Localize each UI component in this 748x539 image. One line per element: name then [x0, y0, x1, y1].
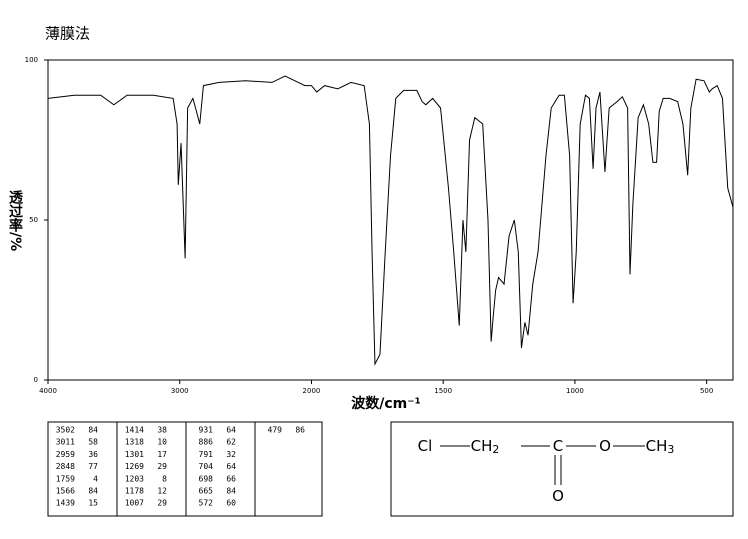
- y-tick-label: 50: [29, 216, 38, 224]
- bonds: [440, 445, 645, 485]
- peak-wavenumber: 704: [199, 462, 214, 471]
- peak-wavenumber: 1301: [125, 450, 144, 459]
- chart-title: 薄膜法: [45, 25, 90, 43]
- spectrum-line: [47, 75, 734, 366]
- atom-symbol: Cl: [418, 437, 433, 455]
- peak-wavenumber: 2848: [56, 462, 75, 471]
- peak-wavenumber: 665: [199, 487, 214, 496]
- peak-table-box: [47, 421, 323, 517]
- peak-transmittance: 4: [93, 474, 98, 483]
- peak-wavenumber: 1439: [56, 499, 75, 508]
- y-tick-label: 100: [25, 56, 38, 64]
- atom-label: CH2: [471, 437, 500, 457]
- x-tick-label: 500: [700, 387, 713, 395]
- peak-wavenumber: 698: [199, 474, 214, 483]
- atom-symbol: O: [599, 437, 611, 455]
- peak-transmittance: 86: [295, 426, 305, 435]
- atom-symbol: CH: [471, 437, 493, 455]
- atom-label: CH3: [646, 437, 675, 457]
- y-tick-label: 0: [34, 376, 38, 384]
- peak-wavenumber: 3011: [56, 438, 75, 447]
- peak-transmittance: 29: [157, 462, 167, 471]
- atom-label: O: [552, 487, 564, 505]
- peak-transmittance: 29: [157, 499, 167, 508]
- atom-symbol: O: [552, 487, 564, 505]
- x-tick-label: 3000: [171, 387, 189, 395]
- peak-wavenumber: 1318: [125, 438, 144, 447]
- peak-wavenumber: 1269: [125, 462, 144, 471]
- peak-transmittance: 58: [88, 438, 98, 447]
- peak-wavenumber: 1203: [125, 474, 144, 483]
- peak-wavenumber: 1178: [125, 487, 144, 496]
- atom-subscript: 2: [492, 443, 499, 456]
- peak-transmittance: 32: [226, 450, 236, 459]
- atom-label: O: [599, 437, 611, 455]
- plot-frame: [47, 59, 734, 381]
- peak-wavenumber: 572: [199, 499, 214, 508]
- x-tick-label: 1000: [566, 387, 584, 395]
- peak-wavenumber: 791: [199, 450, 214, 459]
- peak-transmittance: 62: [226, 438, 236, 447]
- peak-transmittance: 10: [157, 438, 167, 447]
- atom-label: Cl: [418, 437, 433, 455]
- y-axis-label: 透过率/%: [7, 190, 23, 251]
- peak-transmittance: 15: [88, 499, 98, 508]
- peak-transmittance: 84: [88, 426, 98, 435]
- x-axis-label: 波数/cm⁻¹: [351, 395, 421, 412]
- x-tick-label: 1500: [434, 387, 452, 395]
- peak-transmittance: 84: [88, 487, 98, 496]
- peak-transmittance: 36: [88, 450, 98, 459]
- peak-transmittance: 38: [157, 426, 167, 435]
- peak-transmittance: 66: [226, 474, 236, 483]
- peak-wavenumber: 2959: [56, 450, 75, 459]
- peak-transmittance: 64: [226, 426, 236, 435]
- peak-transmittance: 12: [157, 487, 167, 496]
- atom-symbol: CH: [646, 437, 668, 455]
- atom-label: C: [553, 437, 563, 455]
- peak-transmittance: 64: [226, 462, 236, 471]
- atom-symbol: C: [553, 437, 563, 455]
- peak-wavenumber: 1566: [56, 487, 75, 496]
- structure-box: [390, 421, 734, 517]
- peak-wavenumber: 3502: [56, 426, 75, 435]
- peak-transmittance: 77: [88, 462, 98, 471]
- x-tick-label: 4000: [39, 387, 57, 395]
- peak-transmittance: 60: [226, 499, 236, 508]
- peak-wavenumber: 479: [268, 426, 283, 435]
- peak-wavenumber: 931: [199, 426, 214, 435]
- peak-wavenumber: 1414: [125, 426, 144, 435]
- peak-transmittance: 8: [162, 474, 167, 483]
- peak-transmittance: 17: [157, 450, 167, 459]
- peak-wavenumber: 1007: [125, 499, 144, 508]
- peak-transmittance: 84: [226, 487, 236, 496]
- peak-wavenumber: 1759: [56, 474, 75, 483]
- x-tick-label: 2000: [303, 387, 321, 395]
- peak-wavenumber: 886: [199, 438, 214, 447]
- atom-subscript: 3: [667, 443, 674, 456]
